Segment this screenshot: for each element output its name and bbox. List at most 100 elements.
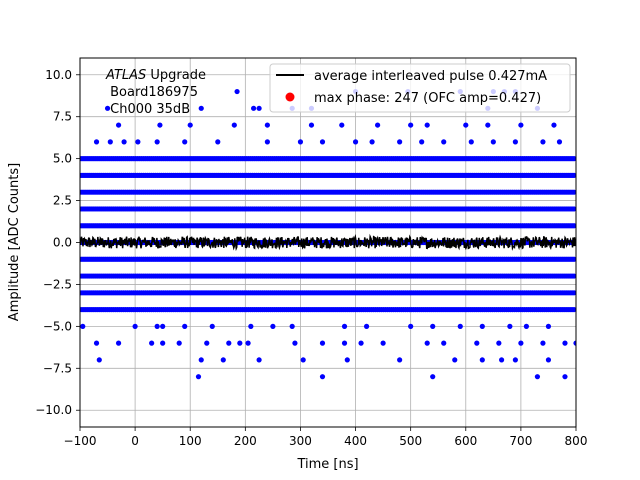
sample-point (198, 105, 204, 111)
sample-point (499, 357, 505, 363)
x-tick-label: 200 (234, 434, 257, 448)
sample-point (358, 340, 364, 346)
sample-point (256, 105, 262, 111)
sample-point (344, 357, 350, 363)
y-tick-label: −5.0 (43, 319, 72, 333)
x-tick-label: 800 (565, 434, 588, 448)
sample-point (397, 139, 403, 145)
sample-point (556, 139, 563, 145)
y-tick-label: −10.0 (35, 403, 72, 417)
sample-point (226, 340, 232, 346)
sample-point (220, 357, 226, 363)
sample-point (408, 122, 414, 128)
sample-point (551, 122, 557, 128)
sample-point (160, 340, 166, 346)
sample-point (121, 139, 127, 145)
sample-point (115, 122, 122, 128)
sample-point (198, 357, 204, 363)
sample-point (571, 189, 576, 195)
annotation: ATLAS Upgrade Board186975 Ch000 35dB (105, 68, 206, 117)
y-tick-label: 10.0 (45, 68, 72, 82)
sample-point (485, 122, 491, 128)
svg-text:ATLAS Upgrade: ATLAS Upgrade (105, 68, 206, 83)
average-pulse-line (80, 233, 576, 252)
sample-point (571, 256, 576, 262)
sample-point (157, 122, 163, 128)
x-tick-label: 0 (131, 434, 139, 448)
annotation-channel: Ch000 35dB (106, 102, 190, 117)
sample-point (132, 323, 138, 329)
sample-point (468, 139, 474, 145)
sample-point (441, 340, 447, 346)
sample-point (571, 290, 576, 296)
y-axis: −10.0 −7.5 −5.0 −2.5 0.0 2.5 5.0 7.5 10.0 (35, 68, 80, 417)
sample-point (512, 139, 518, 145)
sample-point (571, 273, 576, 279)
sample-point (187, 122, 193, 128)
sample-point (441, 139, 447, 145)
sample-point (96, 357, 102, 363)
average-pulse (80, 233, 576, 252)
sample-point (507, 323, 513, 329)
sample-point (397, 357, 403, 363)
sample-point (115, 340, 122, 346)
x-tick-label: −100 (64, 434, 97, 448)
sample-point (154, 323, 160, 329)
sample-point (237, 340, 243, 346)
sample-point (363, 323, 370, 329)
annotation-atlas: ATLAS (105, 68, 146, 83)
sample-point (571, 172, 576, 179)
sample-point (562, 340, 568, 346)
sample-point (341, 323, 348, 329)
sample-point (135, 139, 141, 145)
legend-entry-maxphase: max phase: 247 (OFC amp=0.427) (314, 91, 541, 106)
sample-point (300, 357, 306, 363)
sample-point (182, 139, 188, 145)
sample-point (248, 323, 254, 329)
sample-point (545, 357, 552, 363)
sample-point (339, 122, 345, 128)
sample-point (474, 340, 480, 346)
sample-point (571, 306, 576, 313)
sample-point (154, 139, 160, 145)
sample-point (430, 323, 436, 329)
x-tick-label: 700 (509, 434, 532, 448)
sample-point (297, 139, 304, 145)
sample-point (319, 139, 326, 145)
sample-point (496, 340, 502, 346)
sample-point (518, 340, 524, 346)
sample-point (419, 139, 425, 145)
y-tick-label: 5.0 (53, 152, 72, 166)
sample-point (463, 122, 469, 128)
sample-point (264, 139, 270, 145)
y-tick-label: −7.5 (43, 361, 72, 375)
sample-point (571, 206, 576, 212)
annotation-upgrade: Upgrade (146, 68, 206, 83)
sample-point (195, 374, 202, 380)
y-tick-label: 0.0 (53, 236, 72, 250)
sample-point (80, 323, 86, 329)
sample-point (380, 340, 386, 346)
sample-point (160, 323, 166, 329)
sample-point (540, 139, 546, 145)
sample-point (204, 340, 210, 346)
sample-point (571, 223, 576, 229)
sample-point (512, 357, 518, 363)
sample-point (424, 340, 430, 346)
sample-point (430, 374, 436, 380)
sample-point (319, 340, 326, 346)
legend-box (269, 63, 571, 113)
sample-point (341, 340, 348, 346)
sample-point (540, 340, 546, 346)
sample-point (182, 323, 188, 329)
sample-point (308, 122, 315, 128)
sample-point (234, 88, 240, 95)
sample-point (93, 340, 100, 346)
x-axis: −100 0 100 200 300 400 500 600 700 800 (64, 427, 588, 448)
sample-point (289, 323, 295, 329)
sample-point (104, 105, 111, 111)
x-tick-label: 600 (454, 434, 477, 448)
sample-point (176, 340, 182, 346)
y-tick-label: 7.5 (53, 110, 72, 124)
sample-point (292, 340, 298, 346)
